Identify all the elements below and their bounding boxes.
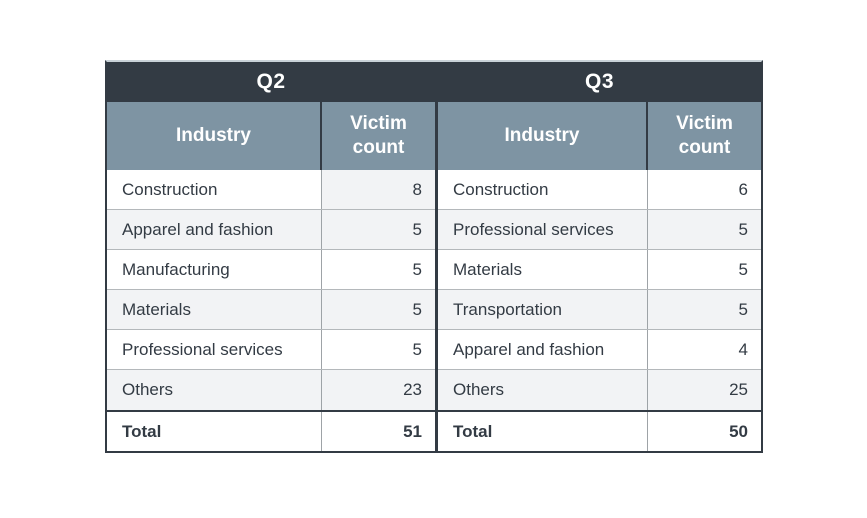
table-row: Others 25	[438, 370, 761, 410]
industry-cell: Professional services	[107, 330, 322, 369]
q2-quarter-header: Q2	[107, 62, 435, 102]
q3-victim-count-column-header: Victim count	[676, 113, 733, 158]
count-cell: 5	[738, 299, 748, 319]
total-label-cell: Total	[107, 412, 322, 451]
table-row: Transportation 5	[438, 290, 761, 330]
industry-cell: Manufacturing	[107, 250, 322, 289]
industry-cell: Professional services	[438, 210, 648, 249]
industry-cell: Others	[107, 370, 322, 410]
total-label-cell: Total	[438, 412, 648, 451]
table-row: Apparel and fashion 5	[107, 210, 435, 250]
count-cell: 5	[412, 339, 422, 359]
industry-cell: Apparel and fashion	[107, 210, 322, 249]
q2-total-row: Total 51	[107, 410, 435, 451]
table-row: Construction 6	[438, 170, 761, 210]
count-cell: 25	[729, 380, 748, 399]
count-cell: 6	[738, 179, 748, 199]
table-row: Professional services 5	[438, 210, 761, 250]
q2-industry-column-header: Industry	[107, 102, 322, 170]
count-cell: 5	[412, 219, 422, 239]
count-cell: 4	[738, 339, 748, 359]
count-cell: 5	[412, 259, 422, 279]
count-cell: 5	[738, 259, 748, 279]
industry-cell: Others	[438, 370, 648, 410]
table-row: Materials 5	[438, 250, 761, 290]
table-row: Others 23	[107, 370, 435, 410]
industry-cell: Construction	[438, 170, 648, 209]
count-cell: 8	[322, 170, 435, 209]
total-count-cell: 51	[403, 421, 422, 441]
count-cell: 5	[738, 219, 748, 239]
count-cell: 23	[403, 380, 422, 399]
industry-cell: Materials	[107, 290, 322, 329]
q3-table-body: Construction 6 Professional services 5 M…	[438, 170, 761, 410]
table-row: Professional services 5	[107, 330, 435, 370]
industry-cell: Construction	[107, 170, 322, 209]
q2-table: Q2 Industry Victim count Construction 8 …	[107, 62, 435, 451]
table-row: Manufacturing 5	[107, 250, 435, 290]
victim-count-by-industry-table: Q2 Industry Victim count Construction 8 …	[105, 60, 763, 453]
q2-victim-count-column-header: Victim count	[350, 113, 407, 158]
industry-cell: Transportation	[438, 290, 648, 329]
count-cell: 5	[412, 299, 422, 319]
industry-cell: Materials	[438, 250, 648, 289]
q2-column-header-row: Industry Victim count	[107, 102, 435, 170]
q3-column-header-row: Industry Victim count	[438, 102, 761, 170]
q2-table-body: Construction 8 Apparel and fashion 5 Man…	[107, 170, 435, 410]
total-count-cell: 50	[729, 421, 748, 441]
q3-table: Q3 Industry Victim count Construction 6 …	[438, 62, 761, 451]
industry-cell: Apparel and fashion	[438, 330, 648, 369]
table-row: Materials 5	[107, 290, 435, 330]
q3-quarter-header: Q3	[438, 62, 761, 102]
quarter-divider	[435, 62, 438, 451]
table-row: Construction 8	[107, 170, 435, 210]
q3-industry-column-header: Industry	[438, 102, 648, 170]
table-row: Apparel and fashion 4	[438, 330, 761, 370]
q3-total-row: Total 50	[438, 410, 761, 451]
